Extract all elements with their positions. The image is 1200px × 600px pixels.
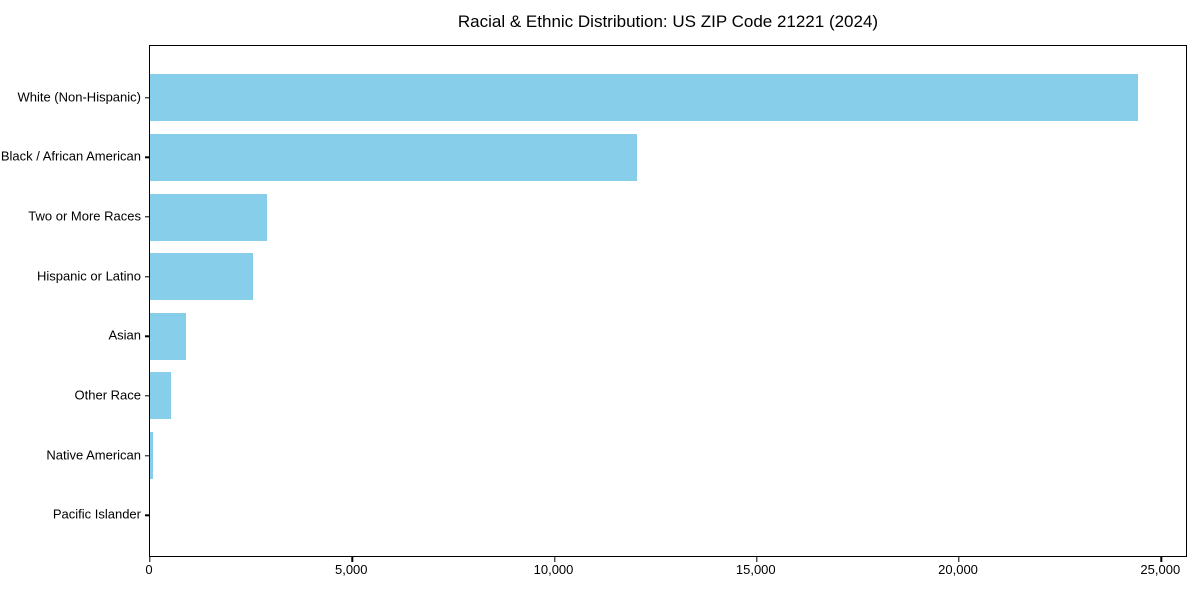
chart-title: Racial & Ethnic Distribution: US ZIP Cod…: [457, 12, 879, 31]
y-tick-mark: [145, 514, 150, 516]
x-tick-label-20-000: 20,000: [938, 562, 978, 577]
x-axis-labels: 0 5,000 10,000 15,000 20,000 25,000: [145, 562, 1187, 582]
y-tick-label-hispanic-or-latino: Hispanic or Latino: [36, 268, 141, 284]
bar-two-or-more-races: [150, 193, 267, 241]
x-tick-mark: [553, 557, 556, 562]
y-tick-mark: [145, 454, 150, 457]
y-tick-mark: [145, 335, 150, 338]
y-tick-label-two-or-more-races: Two or More Races: [28, 208, 141, 224]
bar-hispanic-or-latino: [150, 253, 254, 301]
y-tick-label-native-american: Native American: [46, 447, 141, 463]
y-tick-label-pacific-islander: Pacific Islander: [52, 506, 141, 522]
bar-asian: [150, 312, 186, 360]
y-tick-label-black-african-american: Black / African American: [0, 148, 141, 164]
x-tick-mark: [1160, 557, 1162, 562]
bar-black-african-american: [150, 133, 637, 181]
y-tick-label-other-race: Other Race: [74, 387, 141, 403]
x-tick-mark: [351, 557, 353, 562]
plot-area: [145, 45, 1187, 562]
y-axis-labels: White (Non-Hispanic) Black / African Amer…: [0, 45, 141, 557]
bar-white-non-hispanic: [150, 74, 1138, 122]
x-tick-mark: [149, 557, 151, 562]
x-tick-label-25-000: 25,000: [1140, 562, 1181, 577]
bar-native-american: [150, 432, 153, 480]
y-tick-label-asian: Asian: [108, 327, 141, 343]
y-tick-mark: [145, 156, 150, 159]
x-tick-label-5-000: 5,000: [334, 562, 368, 577]
y-tick-mark: [145, 275, 150, 278]
x-tick-mark: [958, 557, 960, 562]
x-tick-label-15-000: 15,000: [735, 562, 776, 577]
y-tick-mark: [145, 97, 150, 99]
x-tick-label-10-000: 10,000: [533, 562, 574, 577]
x-tick-mark: [756, 557, 758, 562]
y-tick-mark: [145, 395, 150, 397]
x-tick-label-0: 0: [145, 562, 153, 577]
y-tick-label-white-non-hispanic: White (Non-Hispanic): [17, 89, 141, 105]
bar-other-race: [150, 372, 172, 420]
y-tick-mark: [145, 216, 150, 218]
